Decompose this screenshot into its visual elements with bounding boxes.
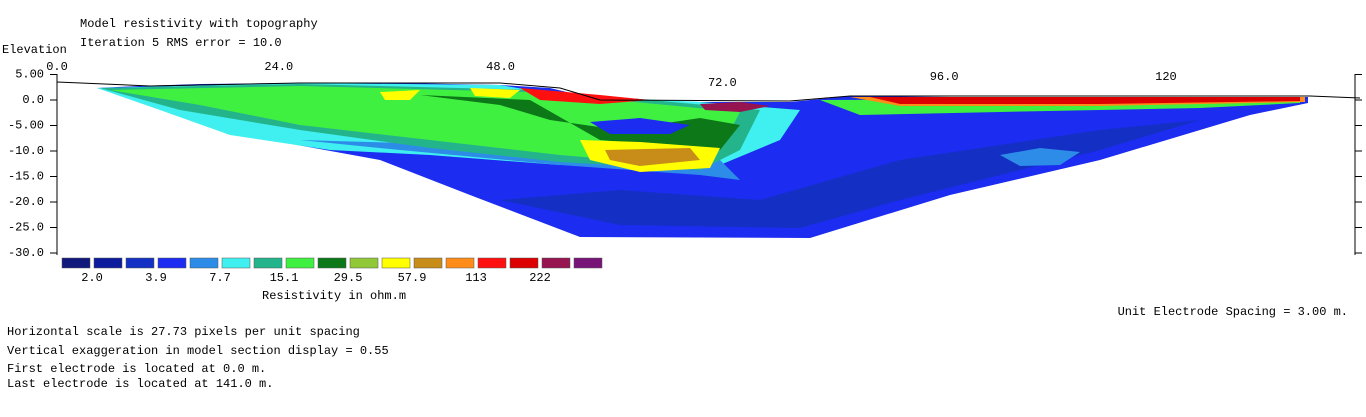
- section-darkgreen: [420, 95, 740, 150]
- y-tick-label: -30.0: [8, 246, 44, 260]
- chart-title: Model resistivity with topography: [80, 17, 318, 31]
- colorbar-swatch: [317, 257, 347, 269]
- x-tick-label: 72.0: [708, 76, 737, 90]
- note: Horizontal scale is 27.73 pixels per uni…: [7, 325, 360, 339]
- colorbar-swatch: [93, 257, 123, 269]
- section-green: [110, 86, 740, 165]
- note: First electrode is located at 0.0 m.: [7, 362, 266, 376]
- section-surface-maroon: [700, 102, 770, 112]
- colorbar-swatch: [61, 257, 91, 269]
- colorbar-swatch: [349, 257, 379, 269]
- colorbar-swatch: [157, 257, 187, 269]
- x-tick-label: 0.0: [46, 60, 68, 74]
- y-tick-label: -25.0: [8, 221, 44, 235]
- x-tick-label: 48.0: [486, 60, 515, 74]
- colorbar-swatch: [253, 257, 283, 269]
- y-axis-label: Elevation: [2, 43, 67, 57]
- note: Last electrode is located at 141.0 m.: [7, 377, 273, 391]
- section-deep: [500, 120, 1200, 228]
- x-tick-label: 24.0: [264, 60, 293, 74]
- resistivity-section: [56, 81, 1361, 238]
- section-gold: [605, 148, 700, 166]
- colorbar-label: 3.9: [145, 271, 167, 285]
- colorbar-label: 113: [465, 271, 487, 285]
- colorbar-swatch: [573, 257, 603, 269]
- y-tick-label: -10.0: [8, 144, 44, 158]
- y-tick-label: 0.0: [22, 93, 44, 107]
- section-surface-yellow-2: [470, 88, 520, 98]
- colorbar-swatch: [541, 257, 571, 269]
- y-tick-label: -15.0: [8, 170, 44, 184]
- y-tick-label: -5.00: [8, 119, 44, 133]
- colorbar-swatch: [413, 257, 443, 269]
- section-blue-lens: [590, 118, 690, 134]
- colorbar-label: 7.7: [209, 271, 231, 285]
- section-surface-red-2: [870, 97, 1300, 104]
- colorbar-swatch: [509, 257, 539, 269]
- colorbar-swatch: [221, 257, 251, 269]
- colorbar-swatch: [381, 257, 411, 269]
- unit-spacing: Unit Electrode Spacing = 3.00 m.: [1118, 305, 1348, 319]
- colorbar-swatch: [445, 257, 475, 269]
- section-surface-yellow: [380, 90, 420, 100]
- colorbar-label: 2.0: [81, 271, 103, 285]
- colorbar-swatch: [285, 257, 315, 269]
- topography: [56, 81, 1361, 102]
- y-tick-label: -20.0: [8, 195, 44, 209]
- colorbar-swatch: [125, 257, 155, 269]
- colorbar-label: 57.9: [398, 271, 427, 285]
- colorbar-label: 15.1: [270, 271, 299, 285]
- x-tick-label: 96.0: [930, 70, 959, 84]
- colorbar-title: Resistivity in ohm.m: [262, 289, 406, 303]
- colorbar-swatch: [189, 257, 219, 269]
- colorbar-label: 222: [529, 271, 551, 285]
- chart-subtitle: Iteration 5 RMS error = 10.0: [80, 36, 282, 50]
- colorbar-label: 29.5: [334, 271, 363, 285]
- colorbar-swatch: [477, 257, 507, 269]
- note: Vertical exaggeration in model section d…: [7, 344, 389, 358]
- y-tick-label: 5.00: [15, 68, 44, 82]
- x-tick-label: 120: [1155, 70, 1177, 84]
- section-blue-lens-2: [1000, 148, 1080, 166]
